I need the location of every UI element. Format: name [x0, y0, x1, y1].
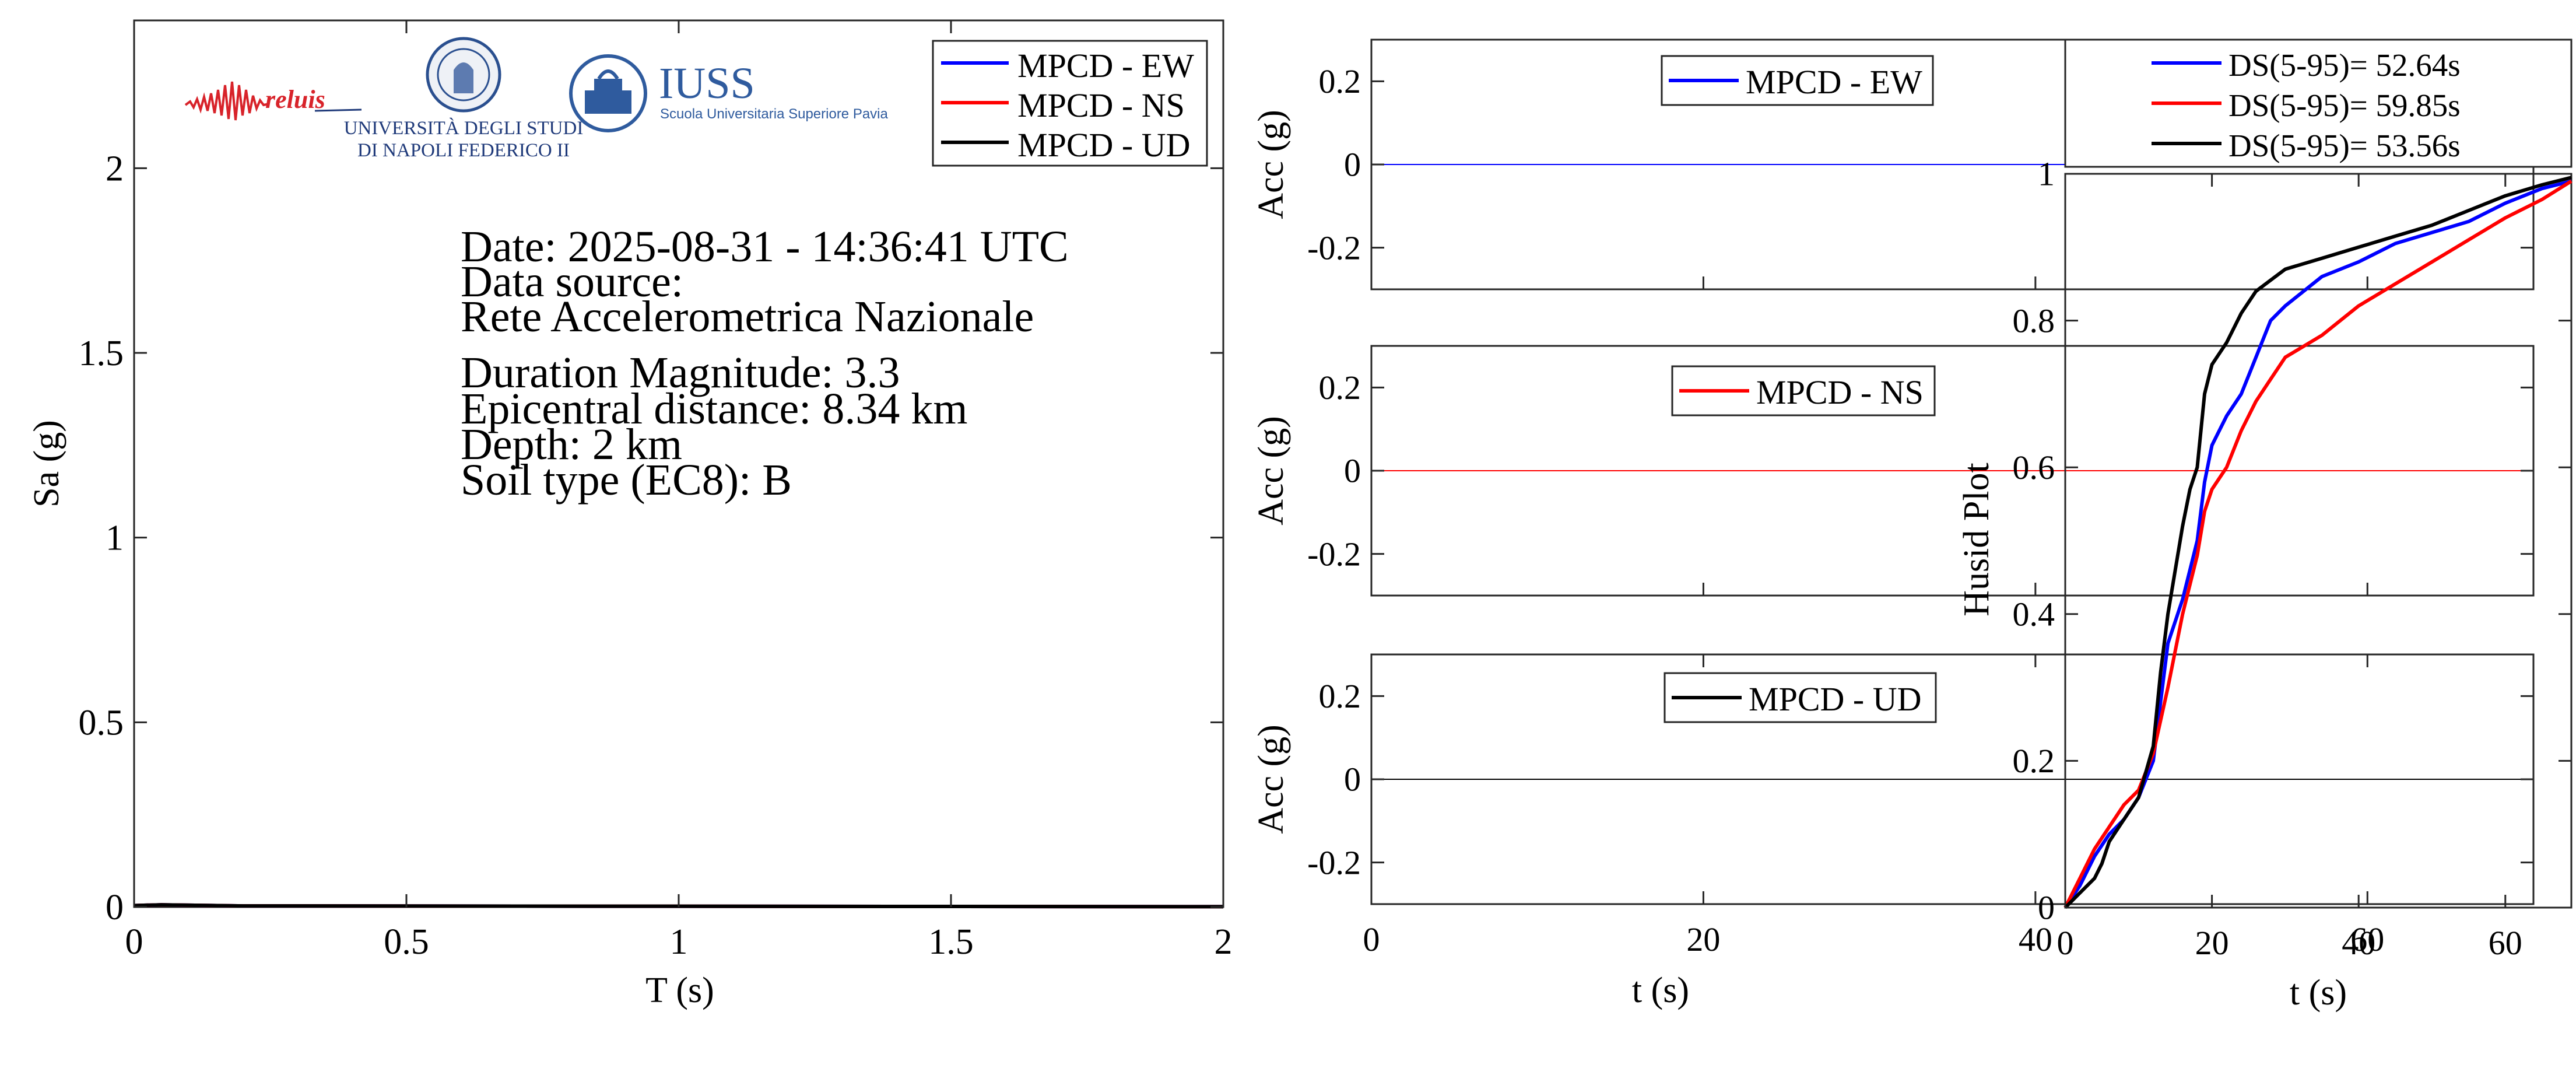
- accel-ud-ylabel: Acc (g): [1251, 724, 1291, 834]
- accel-ew-ytick-label: -0.2: [1307, 229, 1361, 267]
- accel-ud-xtick-label: 0: [1363, 920, 1380, 958]
- iuss-logo: IUSS Scuola Universitaria Superiore Pavi…: [569, 54, 889, 132]
- accel-ew-ytick-label: 0.2: [1319, 62, 1361, 100]
- unina-seal-inner-ring: [437, 48, 490, 101]
- spectrum-xtick-label: 1.5: [928, 922, 974, 962]
- husid-xtick-label: 60: [2489, 924, 2522, 962]
- accel-ns-ticks-group: -0.2 0 0.2: [1307, 369, 2533, 596]
- spectrum-ticks-group: 0 0.5 1 1.5 2 0 0.5 1 1.5 2: [79, 20, 1233, 962]
- husid-legend-label-ud: DS(5-95)= 53.56s: [2228, 128, 2461, 163]
- husid-xtick-label: 40: [2342, 924, 2375, 962]
- spectrum-xtick-label: 2: [1215, 922, 1233, 962]
- accel-ew-legend-label: MPCD - EW: [1746, 63, 1922, 101]
- spectrum-series-group: [134, 903, 1224, 909]
- accel-ud-legend-label: MPCD - UD: [1749, 680, 1922, 718]
- data-source-value: Rete Accelerometrica Nazionale: [461, 292, 1034, 341]
- iuss-logo-subtitle: Scuola Universitaria Superiore Pavia: [660, 106, 889, 122]
- legend-label-ew: MPCD - EW: [1017, 47, 1194, 85]
- spectrum-ytick-label: 1.5: [79, 334, 124, 373]
- legend-label-ns: MPCD - NS: [1017, 86, 1185, 124]
- reluis-underline: [314, 108, 362, 112]
- husid-ylabel: Husid Plot: [1957, 463, 1996, 617]
- reluis-waveform-icon: [184, 81, 270, 121]
- accel-panel-ud: -0.200.20 20 40 60 MPCD - UD Acc (g) t (s): [1251, 653, 2535, 1010]
- husid-panel: DS(5-95)= 52.64s DS(5-95)= 59.85s DS(5-9…: [1957, 38, 2573, 1013]
- accel-ud-ytick-label: -0.2: [1307, 843, 1361, 881]
- unina-logo: UNIVERSITÀ DEGLI STUDI DI NAPOLI FEDERIC…: [344, 37, 584, 161]
- unina-seal-figure: [454, 62, 473, 93]
- accel-xlabel: t (s): [1632, 971, 1689, 1010]
- husid-series-group: [2063, 176, 2573, 909]
- event-date-text: Date: 2025-08-31 - 14:36:41 UTC: [461, 222, 1069, 271]
- spectrum-xtick-label: 0: [125, 922, 143, 962]
- spectrum-ytick-label: 1: [106, 519, 124, 558]
- accel-ns-ytick-label: -0.2: [1307, 535, 1361, 573]
- reluis-logo-text: reluis: [265, 85, 325, 114]
- husid-xtick-label: 20: [2195, 924, 2229, 962]
- husid-ytick-label: 0: [2038, 889, 2055, 927]
- spectrum-ytick-label: 0.5: [79, 703, 124, 743]
- unina-logo-line1: UNIVERSITÀ DEGLI STUDI: [344, 117, 584, 139]
- accel-ud-xtick-label: 40: [2019, 920, 2052, 958]
- iuss-building-shape: [585, 79, 631, 114]
- accel-ns-legend-label: MPCD - NS: [1756, 373, 1924, 411]
- accel-ew-ytick-label: 0: [1344, 146, 1361, 184]
- data-source-label: Data source:: [461, 257, 683, 306]
- husid-series-line-1: [2063, 180, 2573, 909]
- soil-type-text: Soil type (EC8): B: [461, 456, 792, 505]
- accel-ud-xtick-label: 20: [1686, 920, 1720, 958]
- spectrum-xtick-label: 0.5: [384, 922, 429, 962]
- accel-ud-ticks-group: -0.2 0 0.2 0 20 40 60: [1307, 654, 2533, 958]
- accel-ns-ytick-label: 0.2: [1319, 369, 1361, 407]
- husid-xlabel: t (s): [2290, 973, 2347, 1013]
- spectrum-xlabel: T (s): [645, 971, 714, 1010]
- spectrum-ylabel: Sa (g): [27, 420, 66, 507]
- husid-legend-box: [2064, 38, 2573, 168]
- husid-legend-label-ns: DS(5-95)= 59.85s: [2228, 87, 2461, 123]
- iuss-dome-shape: [597, 69, 619, 80]
- husid-legend-label-ew: DS(5-95)= 52.64s: [2228, 47, 2461, 83]
- accel-ud-ytick-label: 0.2: [1319, 677, 1361, 715]
- spectrum-panel: 0 0.5 1 1.5 2 0 0.5 1 1.5 2 reluis UNIVERSITÀ DEG…: [27, 19, 1233, 1010]
- spectrum-ytick-label: 2: [106, 149, 124, 188]
- husid-ytick-label: 0.6: [2013, 449, 2055, 486]
- husid-series-line-2: [2063, 176, 2572, 909]
- husid-ytick-label: 0.8: [2013, 302, 2055, 339]
- unina-logo-line2: DI NAPOLI FEDERICO II: [357, 140, 570, 161]
- accel-panel-ns: -0.2 0 0.2 MPCD - NS Acc (g): [1251, 345, 2535, 597]
- depth-text: Depth: 2 km: [461, 420, 682, 469]
- husid-ytick-label: 0.4: [2013, 596, 2055, 633]
- magnitude-text: Duration Magnitude: 3.3: [461, 348, 900, 397]
- husid-ticks-group: 00.20.40.60.810 20 40 60: [2013, 155, 2571, 962]
- accel-ns-ylabel: Acc (g): [1251, 416, 1291, 526]
- husid-xtick-label: 0: [2057, 924, 2074, 962]
- spectrum-xtick-label: 1: [670, 922, 688, 962]
- husid-ytick-label: 0.2: [2013, 742, 2055, 780]
- reluis-logo: reluis: [184, 81, 362, 121]
- husid-axes-box: [2064, 173, 2573, 909]
- spectrum-series-line-2: [134, 903, 1224, 909]
- event-info-block: Date: 2025-08-31 - 14:36:41 UTC Data sou…: [461, 222, 1069, 505]
- epicentral-distance-text: Epicentral distance: 8.34 km: [461, 384, 968, 433]
- iuss-logo-title: IUSS: [659, 59, 755, 108]
- spectrum-ytick-label: 0: [106, 888, 124, 927]
- accel-ud-xtick-label: 60: [2350, 920, 2384, 958]
- accel-ns-ytick-label: 0: [1344, 452, 1361, 490]
- spectrum-legend: MPCD - EW MPCD - NS MPCD - UD: [932, 40, 1208, 167]
- accel-ew-ylabel: Acc (g): [1251, 110, 1291, 219]
- accel-ud-ytick-label: 0: [1344, 761, 1361, 799]
- legend-label-ud: MPCD - UD: [1017, 126, 1191, 164]
- husid-ytick-label: 1: [2038, 155, 2055, 193]
